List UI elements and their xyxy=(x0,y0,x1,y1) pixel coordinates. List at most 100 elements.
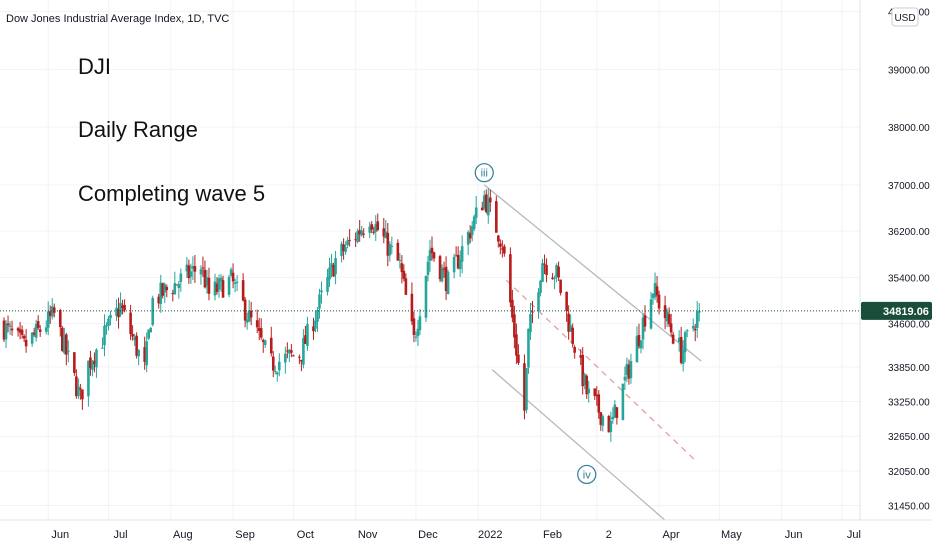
candle[interactable] xyxy=(627,359,631,385)
candle[interactable] xyxy=(151,295,155,327)
candle[interactable] xyxy=(497,234,500,248)
candle[interactable] xyxy=(275,371,279,382)
candle[interactable] xyxy=(219,274,223,292)
candle[interactable] xyxy=(390,236,394,255)
candle[interactable] xyxy=(543,254,546,275)
candle[interactable] xyxy=(372,226,376,235)
candle[interactable] xyxy=(643,305,647,332)
candle[interactable] xyxy=(284,346,287,374)
candle[interactable] xyxy=(456,246,460,270)
candle[interactable] xyxy=(235,274,239,292)
candle[interactable] xyxy=(635,326,639,363)
candle[interactable] xyxy=(374,215,378,241)
candle[interactable] xyxy=(67,340,70,363)
candle[interactable] xyxy=(217,274,221,298)
candle[interactable] xyxy=(50,298,54,320)
candle[interactable] xyxy=(424,275,428,323)
candle[interactable] xyxy=(288,348,291,362)
candle[interactable] xyxy=(249,301,253,326)
candle[interactable] xyxy=(677,330,681,352)
candle[interactable] xyxy=(388,241,392,262)
candle[interactable] xyxy=(199,265,203,285)
candle[interactable] xyxy=(107,315,110,331)
candle[interactable] xyxy=(400,255,404,284)
candle[interactable] xyxy=(488,189,492,213)
candle[interactable] xyxy=(326,268,329,296)
candle[interactable] xyxy=(145,332,148,373)
candle[interactable] xyxy=(472,214,476,232)
candle[interactable] xyxy=(416,319,420,346)
candle[interactable] xyxy=(137,349,140,366)
price-axis[interactable] xyxy=(859,0,932,520)
candle[interactable] xyxy=(444,256,448,300)
candle[interactable] xyxy=(414,331,418,342)
candle[interactable] xyxy=(581,347,585,395)
candle[interactable] xyxy=(320,281,323,304)
candle[interactable] xyxy=(229,267,233,277)
candle[interactable] xyxy=(6,315,10,333)
candle[interactable] xyxy=(509,247,512,308)
candle[interactable] xyxy=(402,264,406,282)
candle[interactable] xyxy=(595,386,599,406)
candle[interactable] xyxy=(161,282,165,299)
candle[interactable] xyxy=(191,256,195,281)
candle[interactable] xyxy=(567,305,570,340)
candle[interactable] xyxy=(356,228,359,244)
candle[interactable] xyxy=(89,350,92,376)
candle[interactable] xyxy=(681,340,685,372)
candle[interactable] xyxy=(330,254,333,278)
candle[interactable] xyxy=(123,299,126,313)
candle[interactable] xyxy=(523,354,526,420)
candle[interactable] xyxy=(438,254,442,282)
candle[interactable] xyxy=(298,354,301,365)
candle[interactable] xyxy=(157,293,161,309)
candle[interactable] xyxy=(95,348,98,378)
candle[interactable] xyxy=(495,195,498,233)
candle[interactable] xyxy=(290,343,293,358)
candle[interactable] xyxy=(201,256,205,278)
candle[interactable] xyxy=(621,383,625,421)
candle[interactable] xyxy=(73,352,76,376)
candle[interactable] xyxy=(205,270,209,294)
candle[interactable] xyxy=(410,282,414,325)
candle[interactable] xyxy=(245,312,249,330)
candle[interactable] xyxy=(585,374,589,399)
candle[interactable] xyxy=(655,275,659,303)
candle[interactable] xyxy=(221,275,225,298)
candle[interactable] xyxy=(159,274,163,313)
candle[interactable] xyxy=(109,310,112,326)
candle[interactable] xyxy=(693,323,697,342)
candle[interactable] xyxy=(187,259,191,284)
candle[interactable] xyxy=(641,312,645,350)
candle[interactable] xyxy=(517,344,520,365)
candle[interactable] xyxy=(2,317,6,342)
candle[interactable] xyxy=(599,412,603,431)
candle[interactable] xyxy=(539,279,542,297)
candle[interactable] xyxy=(129,304,132,341)
candle[interactable] xyxy=(555,263,558,283)
candle[interactable] xyxy=(386,222,390,267)
candles-layer[interactable] xyxy=(2,188,701,442)
candle[interactable] xyxy=(312,317,315,340)
candle[interactable] xyxy=(30,331,34,347)
candle[interactable] xyxy=(613,400,617,419)
candle[interactable] xyxy=(615,406,619,425)
trend-channel[interactable] xyxy=(483,184,702,550)
candle[interactable] xyxy=(91,360,94,377)
candle[interactable] xyxy=(597,390,601,419)
candle[interactable] xyxy=(663,295,667,330)
candle[interactable] xyxy=(609,411,613,442)
candle[interactable] xyxy=(432,251,436,262)
candle[interactable] xyxy=(525,367,528,414)
candle[interactable] xyxy=(203,260,207,289)
candle[interactable] xyxy=(189,263,193,284)
candle[interactable] xyxy=(233,278,237,293)
candle[interactable] xyxy=(370,221,374,234)
candle[interactable] xyxy=(93,352,96,373)
candle[interactable] xyxy=(426,255,430,282)
candle[interactable] xyxy=(32,327,36,337)
candle[interactable] xyxy=(653,272,657,301)
candle[interactable] xyxy=(362,228,365,239)
candle[interactable] xyxy=(259,318,263,340)
